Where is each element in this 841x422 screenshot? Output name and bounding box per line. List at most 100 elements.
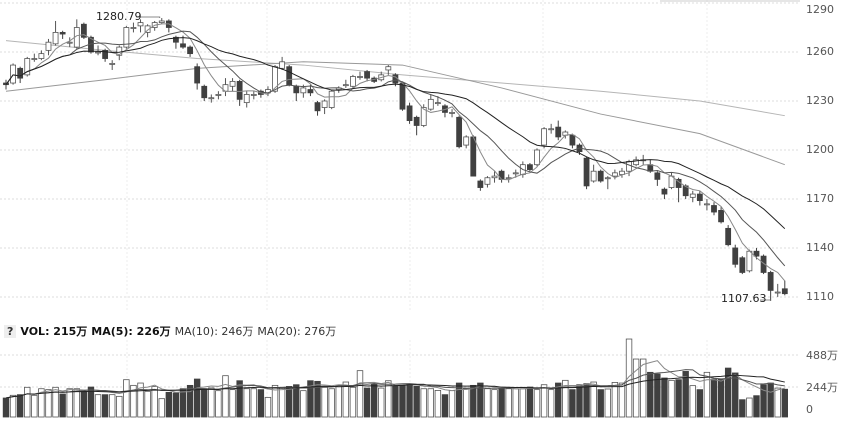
volume-bar — [201, 388, 208, 418]
short-ma-lines — [5, 23, 786, 282]
volume-bar — [59, 393, 66, 418]
volume-bar — [151, 386, 158, 418]
volume-bar — [321, 386, 328, 418]
volume-bar — [94, 394, 102, 418]
volume-bar — [222, 375, 229, 418]
volume-bars — [2, 338, 788, 418]
volume-bar — [604, 388, 611, 418]
min-price-label: 1107.63 — [721, 292, 767, 305]
volume-bar — [45, 389, 52, 418]
candle-body — [350, 76, 356, 87]
candle-body — [611, 172, 618, 177]
candle-body — [774, 291, 781, 294]
volume-bar — [101, 394, 109, 418]
candle-body — [604, 177, 611, 180]
volume-bar — [505, 388, 512, 418]
candle-body — [194, 66, 201, 84]
long-ma-lines — [5, 40, 785, 166]
candle-body — [236, 80, 243, 100]
candle-body — [123, 27, 130, 48]
volume-ma20: MA(20): 276万 — [257, 325, 337, 338]
candle-body — [760, 255, 767, 273]
volume-value: VOL: 215万 — [20, 325, 88, 338]
volume-bar — [441, 394, 449, 418]
volume-bar — [739, 399, 746, 418]
volume-bar — [753, 395, 760, 418]
volume-tick: 0 — [806, 403, 813, 416]
price-ma10-line — [5, 30, 786, 267]
volume-bar — [264, 396, 272, 418]
volume-bar — [363, 387, 371, 418]
volume-bar — [526, 386, 534, 418]
volume-bar — [781, 388, 788, 418]
candle-body — [781, 288, 788, 295]
candle-body — [95, 51, 101, 54]
volume-bar — [625, 338, 633, 418]
candle-body — [548, 128, 555, 131]
volume-bar — [392, 386, 399, 418]
volume-bar — [349, 386, 357, 418]
candle-body — [463, 136, 470, 146]
candle-body — [38, 53, 45, 59]
volume-bar — [710, 378, 718, 418]
volume-bar — [356, 370, 364, 418]
price-tick: 1230 — [806, 94, 834, 107]
candle-body — [661, 188, 668, 195]
volume-bar — [576, 384, 583, 418]
candle-body — [420, 107, 427, 126]
candle-body — [399, 82, 406, 110]
volume-bar — [250, 388, 257, 418]
volume-ma10: MA(10): 246万 — [174, 325, 254, 338]
volume-bar — [278, 386, 286, 418]
volume-bar — [328, 388, 335, 418]
volume-bar — [689, 385, 696, 418]
candle-body — [229, 80, 236, 87]
volume-bar — [370, 383, 378, 418]
volume-bar — [229, 389, 236, 418]
candle-body — [484, 177, 491, 185]
volume-bar — [285, 386, 293, 418]
volume-bar — [611, 382, 619, 418]
candle-body — [17, 67, 24, 79]
volume-bar — [760, 384, 767, 418]
help-icon[interactable]: ? — [4, 324, 17, 338]
price-ma20-line — [5, 37, 786, 230]
volume-bar — [109, 394, 116, 418]
volume-bar — [767, 382, 774, 418]
volume-bar — [385, 380, 392, 418]
candle-body — [158, 20, 165, 24]
candle-body — [633, 159, 640, 166]
volume-bar — [66, 388, 73, 418]
candle-body — [102, 49, 109, 59]
volume-bar — [533, 389, 541, 418]
volume-bar — [243, 388, 250, 418]
volume-bar — [399, 384, 406, 418]
volume-bar — [462, 388, 470, 418]
candle-body — [583, 157, 590, 187]
min-price-leader — [760, 299, 772, 301]
volume-bar — [208, 387, 215, 418]
candle-body — [31, 58, 38, 60]
candle-body — [753, 250, 760, 257]
volume-bar — [512, 388, 519, 418]
candle-body — [534, 149, 540, 166]
candle-body — [130, 27, 137, 29]
volume-bar — [675, 379, 682, 418]
candle-body — [456, 116, 463, 148]
volume-bar — [137, 382, 144, 418]
volume-bar — [193, 378, 201, 418]
candle-body — [413, 116, 420, 126]
volume-bar — [420, 388, 427, 418]
candle-body — [512, 172, 519, 175]
volume-bar — [378, 387, 385, 418]
candle-body — [45, 41, 52, 51]
candle-body — [682, 185, 689, 197]
volume-bar — [257, 389, 265, 418]
volume-bar — [654, 373, 661, 418]
candle-body — [689, 193, 696, 198]
candle-body — [746, 250, 753, 272]
volume-ma20-line — [5, 374, 785, 399]
volume-bar — [703, 371, 711, 418]
volume-bar — [470, 384, 477, 418]
